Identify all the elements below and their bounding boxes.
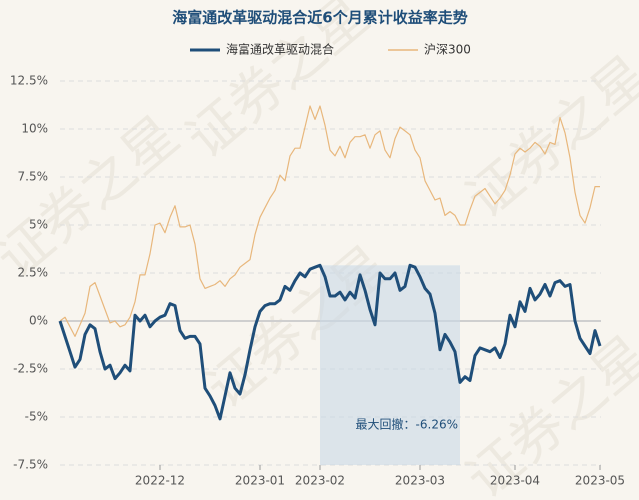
legend-label: 海富通改革驱动混合 (226, 42, 334, 57)
y-tick-label: 10% (21, 122, 48, 136)
series-line (59, 105, 600, 337)
drawdown-label: 最大回撤：-6.26% (356, 417, 458, 432)
x-tick-label: 2023-05 (575, 474, 625, 488)
y-tick-label: 5% (29, 218, 48, 232)
x-tick-label: 2023-01 (235, 474, 285, 488)
x-tick-label: 2023-03 (395, 474, 445, 488)
y-tick-label: 7.5% (18, 170, 49, 184)
x-tick-label: 2023-02 (295, 474, 345, 488)
y-tick-label: 12.5% (10, 74, 48, 88)
x-tick-label: 2022-12 (135, 474, 185, 488)
y-tick-label: -2.5% (13, 362, 48, 376)
y-tick-label: 0% (29, 314, 48, 328)
chart-title: 海富通改革驱动混合近6个月累计收益率走势 (172, 9, 467, 27)
series-line (58, 263, 602, 421)
legend-label: 沪深300 (424, 43, 471, 57)
x-tick-label: 2023-04 (490, 474, 540, 488)
y-tick-label: -5% (25, 410, 48, 424)
y-tick-label: 2.5% (18, 266, 49, 280)
y-tick-label: -7.5% (13, 458, 48, 472)
